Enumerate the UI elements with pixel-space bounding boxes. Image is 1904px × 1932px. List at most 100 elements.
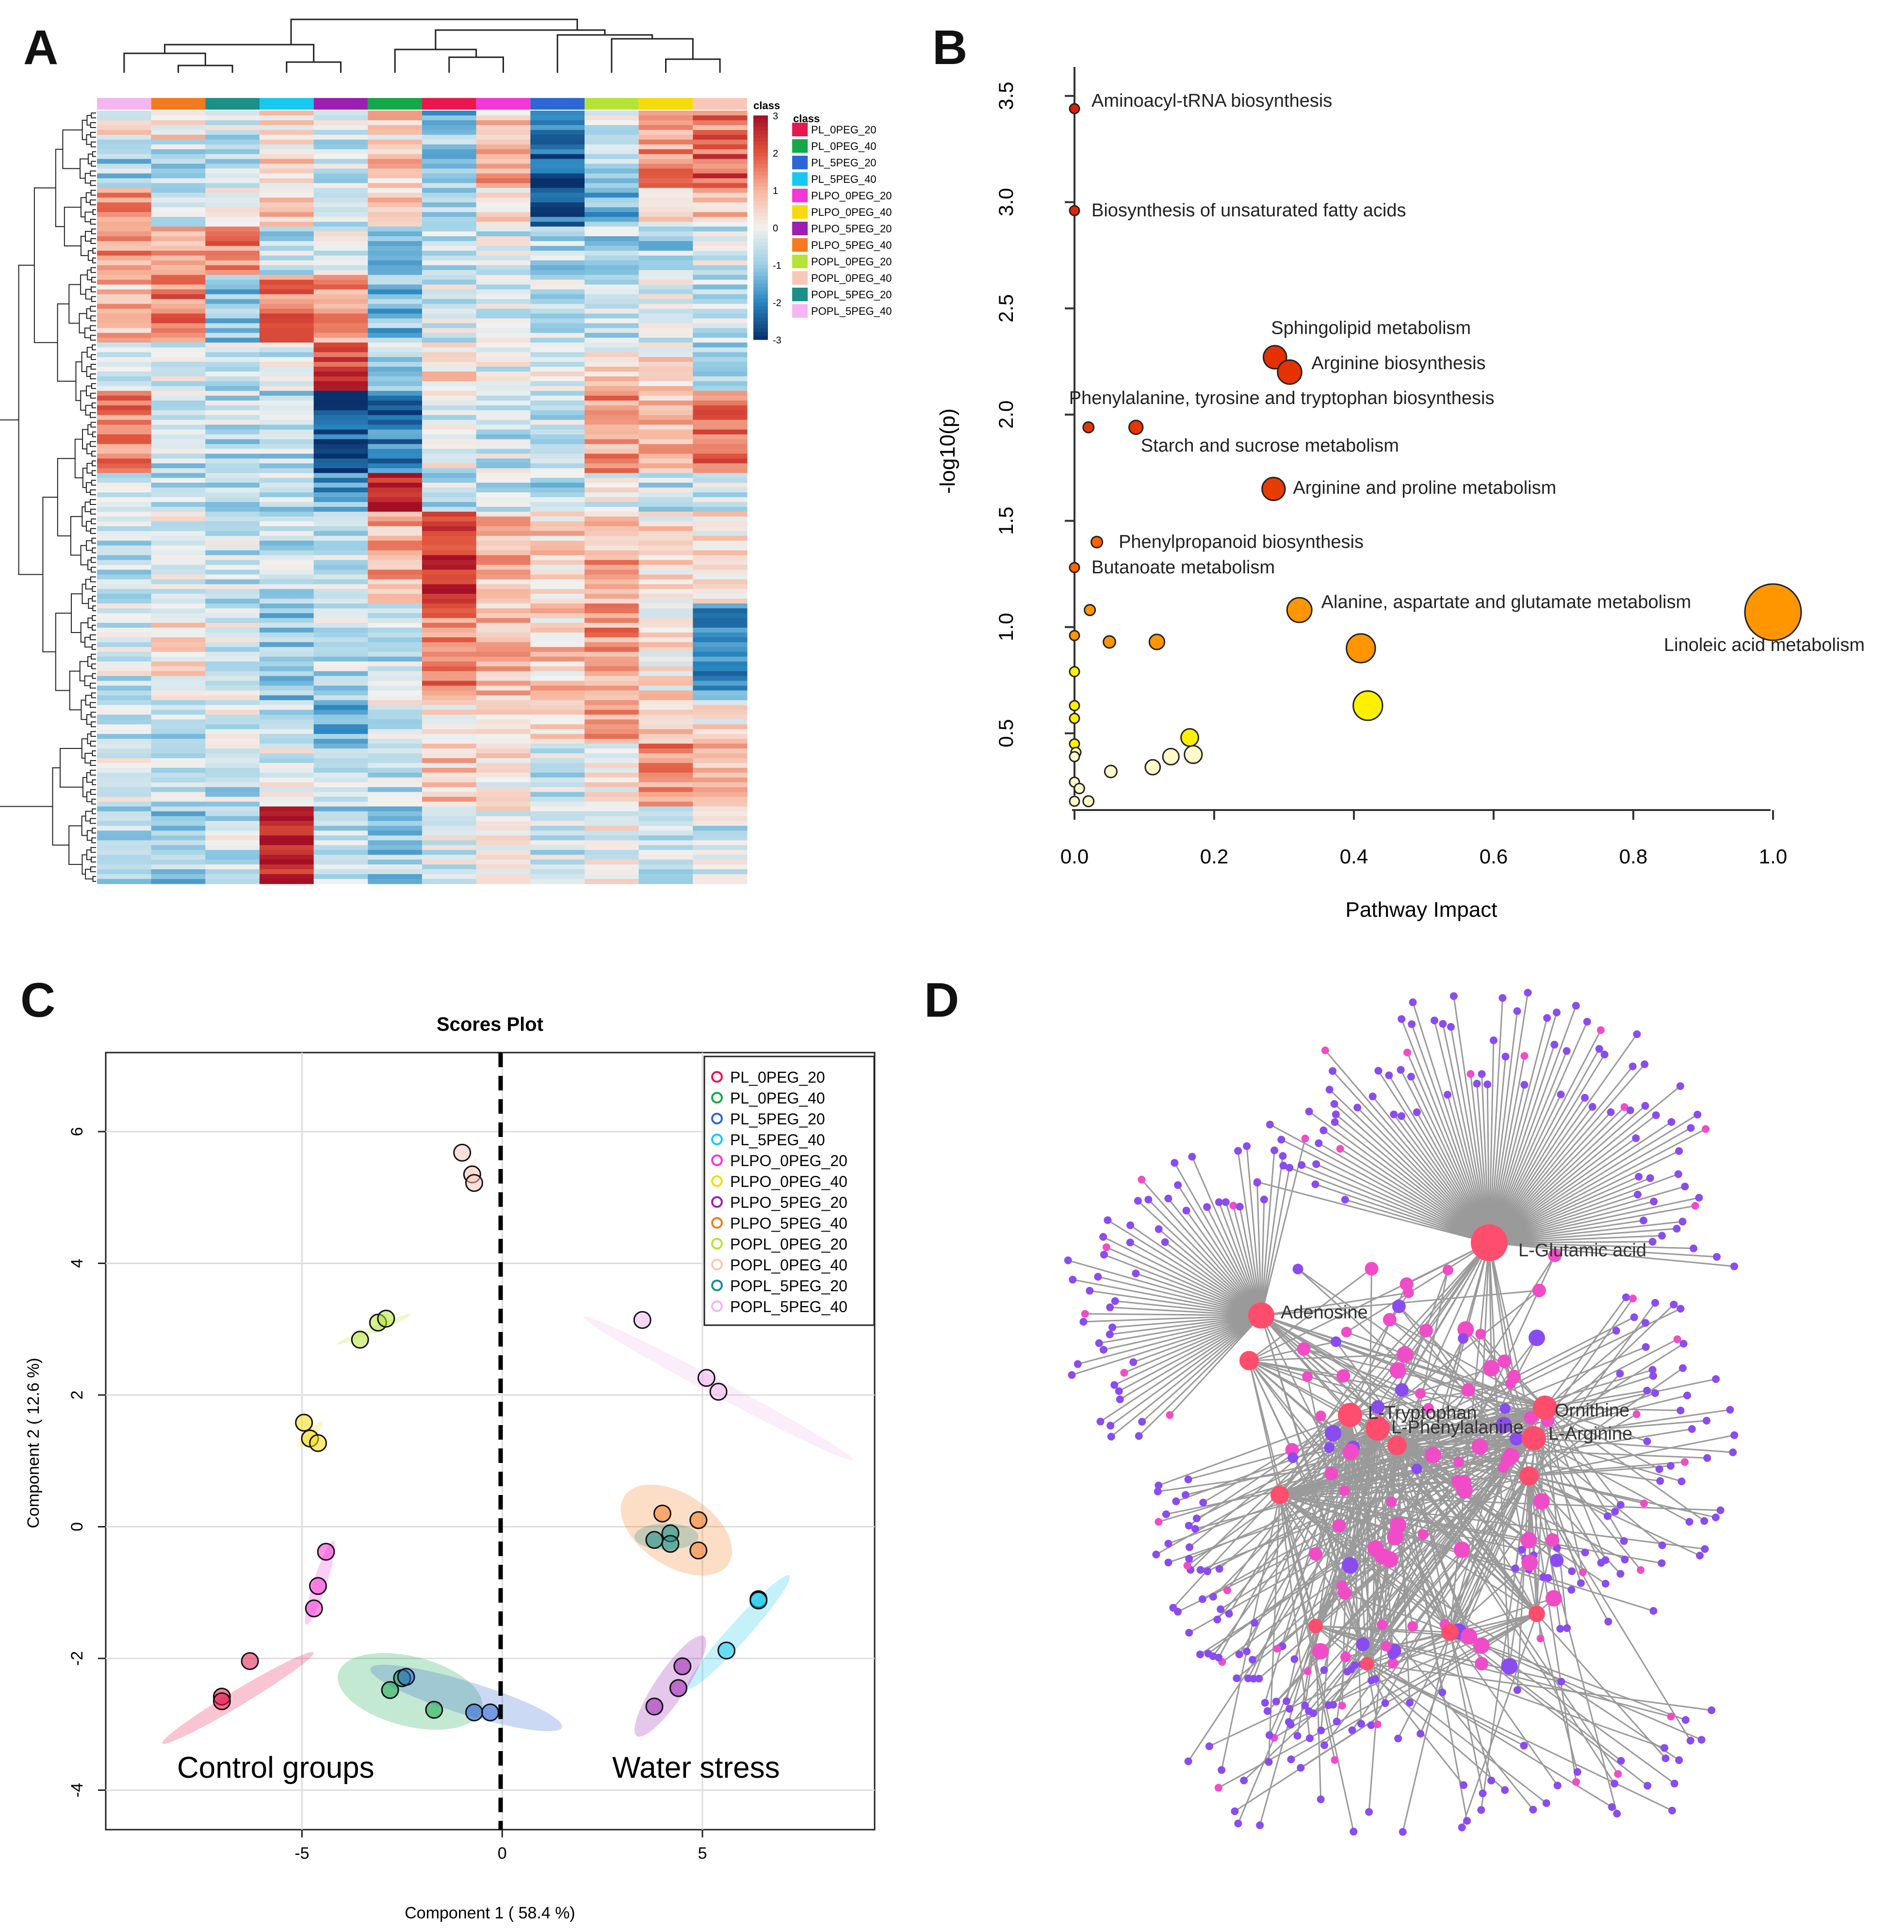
heatmap-cell	[368, 197, 423, 203]
heatmap-cell	[260, 608, 314, 614]
heatmap-cell	[151, 405, 206, 411]
heatmap-cell	[422, 739, 477, 744]
heatmap-cell	[530, 826, 585, 831]
heatmap-cell	[205, 163, 260, 169]
heatmap-cell	[693, 772, 748, 778]
heatmap-cell	[476, 651, 531, 657]
heatmap-cell	[151, 188, 206, 193]
heatmap-cell	[368, 545, 423, 551]
heatmap-cell	[368, 787, 423, 793]
heatmap-cell	[313, 342, 368, 348]
heatmap-cell	[530, 289, 585, 295]
heatmap-cell	[151, 454, 206, 459]
network-edge	[1397, 1424, 1504, 1446]
network-node	[1670, 1779, 1678, 1787]
y-tick-label: 2.5	[994, 294, 1017, 323]
color-scale-tick: 3	[773, 111, 778, 122]
network-edge	[1260, 1138, 1306, 1316]
network-node	[1562, 1047, 1571, 1055]
heatmap-cell	[422, 536, 477, 541]
heatmap-cell	[422, 579, 477, 584]
network-node	[1466, 1070, 1475, 1078]
heatmap-cell	[151, 222, 206, 227]
heatmap-cell	[368, 748, 423, 754]
heatmap-cell	[585, 222, 639, 227]
network-edge	[1400, 1069, 1490, 1243]
heatmap-cell	[638, 323, 693, 328]
heatmap-cell	[97, 666, 152, 672]
heatmap-cell	[530, 661, 585, 667]
heatmap-cell	[260, 463, 314, 469]
heatmap-cell	[585, 294, 639, 300]
dendrogram-branch	[92, 257, 96, 263]
heatmap-cell	[97, 651, 152, 657]
heatmap-cell	[585, 313, 639, 319]
network-node	[1234, 1819, 1242, 1828]
heatmap-cell	[476, 468, 531, 473]
network-node	[1675, 1147, 1683, 1155]
network-edge	[1148, 1199, 1262, 1316]
heatmap-cell	[97, 565, 152, 570]
color-scale-tick: -3	[773, 335, 781, 346]
heatmap-cell	[205, 705, 260, 710]
network-node	[1411, 1463, 1422, 1475]
network-node	[1106, 1303, 1114, 1312]
heatmap-cell	[260, 642, 314, 648]
dendrogram-branch	[92, 779, 96, 785]
heatmap-cell	[151, 125, 206, 130]
dendrogram-branch	[92, 431, 96, 438]
network-edge	[1315, 1184, 1490, 1244]
heatmap-cell	[638, 395, 693, 401]
heatmap-cell	[260, 656, 314, 662]
heatmap-cell	[260, 710, 314, 715]
heatmap-cell	[313, 139, 368, 145]
heatmap-cell	[151, 821, 206, 827]
color-scale-segment	[753, 182, 768, 187]
heatmap-cell	[205, 540, 260, 546]
dendrogram-branch	[91, 112, 96, 118]
pathway-point	[1069, 713, 1080, 724]
network-node	[1501, 1786, 1509, 1794]
x-tick-label: 0.8	[1619, 845, 1647, 868]
network-node	[1577, 1579, 1585, 1587]
network-node	[1475, 1656, 1489, 1671]
network-node	[1643, 1437, 1651, 1445]
y-axis-label: -log10(p)	[936, 408, 960, 494]
heatmap-cell	[693, 579, 748, 584]
legend-label: PL_5PEG_20	[811, 157, 877, 169]
heatmap-cell	[476, 521, 531, 527]
pathway-point	[1184, 745, 1203, 764]
heatmap-cell	[313, 651, 368, 657]
network-edge	[1334, 1103, 1490, 1244]
heatmap-cell	[585, 260, 639, 266]
network-edge	[1489, 1137, 1637, 1244]
network-hub-node	[1338, 1403, 1362, 1427]
pathway-point	[1069, 562, 1080, 573]
network-node	[1513, 1686, 1521, 1694]
pathway-label: Biosynthesis of unsaturated fatty acids	[1091, 200, 1406, 221]
heatmap-cell	[476, 134, 531, 140]
heatmap-cell	[638, 656, 693, 662]
network-edge	[1260, 1168, 1290, 1316]
network-edge	[1489, 1194, 1638, 1244]
heatmap-cell	[151, 376, 206, 382]
network-node	[1425, 1446, 1442, 1463]
heatmap-cell	[530, 197, 585, 203]
network-edge	[1528, 1476, 1577, 1782]
dendrogram-branch	[79, 313, 87, 334]
heatmap-cell	[530, 357, 585, 362]
legend-swatch	[792, 304, 808, 318]
heatmap-cell	[476, 574, 531, 580]
network-node	[1305, 1107, 1313, 1116]
heatmap-cell	[368, 777, 423, 783]
heatmap-cell	[97, 695, 152, 701]
heatmap-cell	[260, 695, 314, 701]
heatmap-cell	[97, 342, 152, 348]
network-node	[1545, 1590, 1562, 1607]
heatmap-cell	[693, 400, 748, 406]
heatmap-cell	[476, 487, 531, 493]
heatmap-cell	[260, 245, 314, 251]
heatmap-cell	[260, 279, 314, 285]
network-node	[1383, 1313, 1397, 1327]
